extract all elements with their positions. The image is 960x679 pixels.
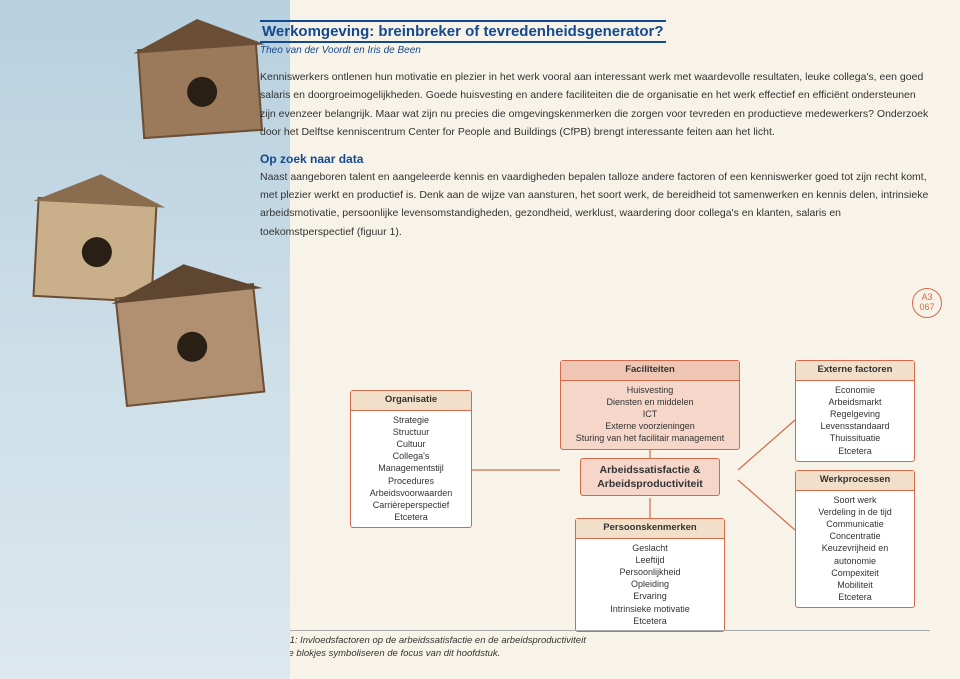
article-title: Werkomgeving: breinbreker of tevredenhei… [260,20,666,43]
hero-photo [0,0,290,679]
box-title: Externe factoren [796,361,914,381]
caption-line: De rode blokjes symboliseren de focus va… [260,648,930,661]
page-badge: A3 067 [912,288,942,318]
page-badge-number: 067 [913,302,941,312]
box-title: Werkprocessen [796,471,914,491]
box-title: Persoonskenmerken [576,519,724,539]
birdhouse-decor [115,283,266,407]
box-persoons: Persoonskenmerken GeslachtLeeftijdPersoo… [575,518,725,632]
box-faciliteiten: Faciliteiten HuisvestingDiensten en midd… [560,360,740,450]
box-title: Organisatie [351,391,471,411]
box-externe: Externe factoren EconomieArbeidsmarktReg… [795,360,915,462]
box-werkproc: Werkprocessen Soort werkVerdeling in de … [795,470,915,608]
box-items: HuisvestingDiensten en middelenICTExtern… [567,384,733,445]
intro-paragraph: Kenniswerkers ontlenen hun motivatie en … [260,68,930,142]
section-body: Naast aangeboren talent en aangeleerde k… [260,168,930,242]
figure-caption: Figuur 1: Invloedsfactoren op de arbeids… [260,630,930,661]
caption-line: Figuur 1: Invloedsfactoren op de arbeids… [260,635,930,648]
birdhouse-decor [137,41,263,139]
box-organisatie: Organisatie StrategieStructuurCultuurCol… [350,390,472,528]
box-center: Arbeidssatisfactie & Arbeidsproductivite… [580,458,720,496]
box-items: Soort werkVerdeling in de tijdCommunicat… [802,494,908,603]
figure-1-diagram: Organisatie StrategieStructuurCultuurCol… [330,360,935,620]
box-items: StrategieStructuurCultuurCollega'sManage… [357,414,465,523]
box-items: EconomieArbeidsmarktRegelgevingLevenssta… [802,384,908,457]
page-badge-label: A3 [913,292,941,302]
box-items: GeslachtLeeftijdPersoonlijkheidOpleiding… [582,542,718,627]
center-label: Arbeidssatisfactie & Arbeidsproductivite… [597,464,703,490]
article-authors: Theo van der Voordt en Iris de Been [260,45,930,56]
box-title: Faciliteiten [561,361,739,381]
section-heading: Op zoek naar data [260,152,930,166]
